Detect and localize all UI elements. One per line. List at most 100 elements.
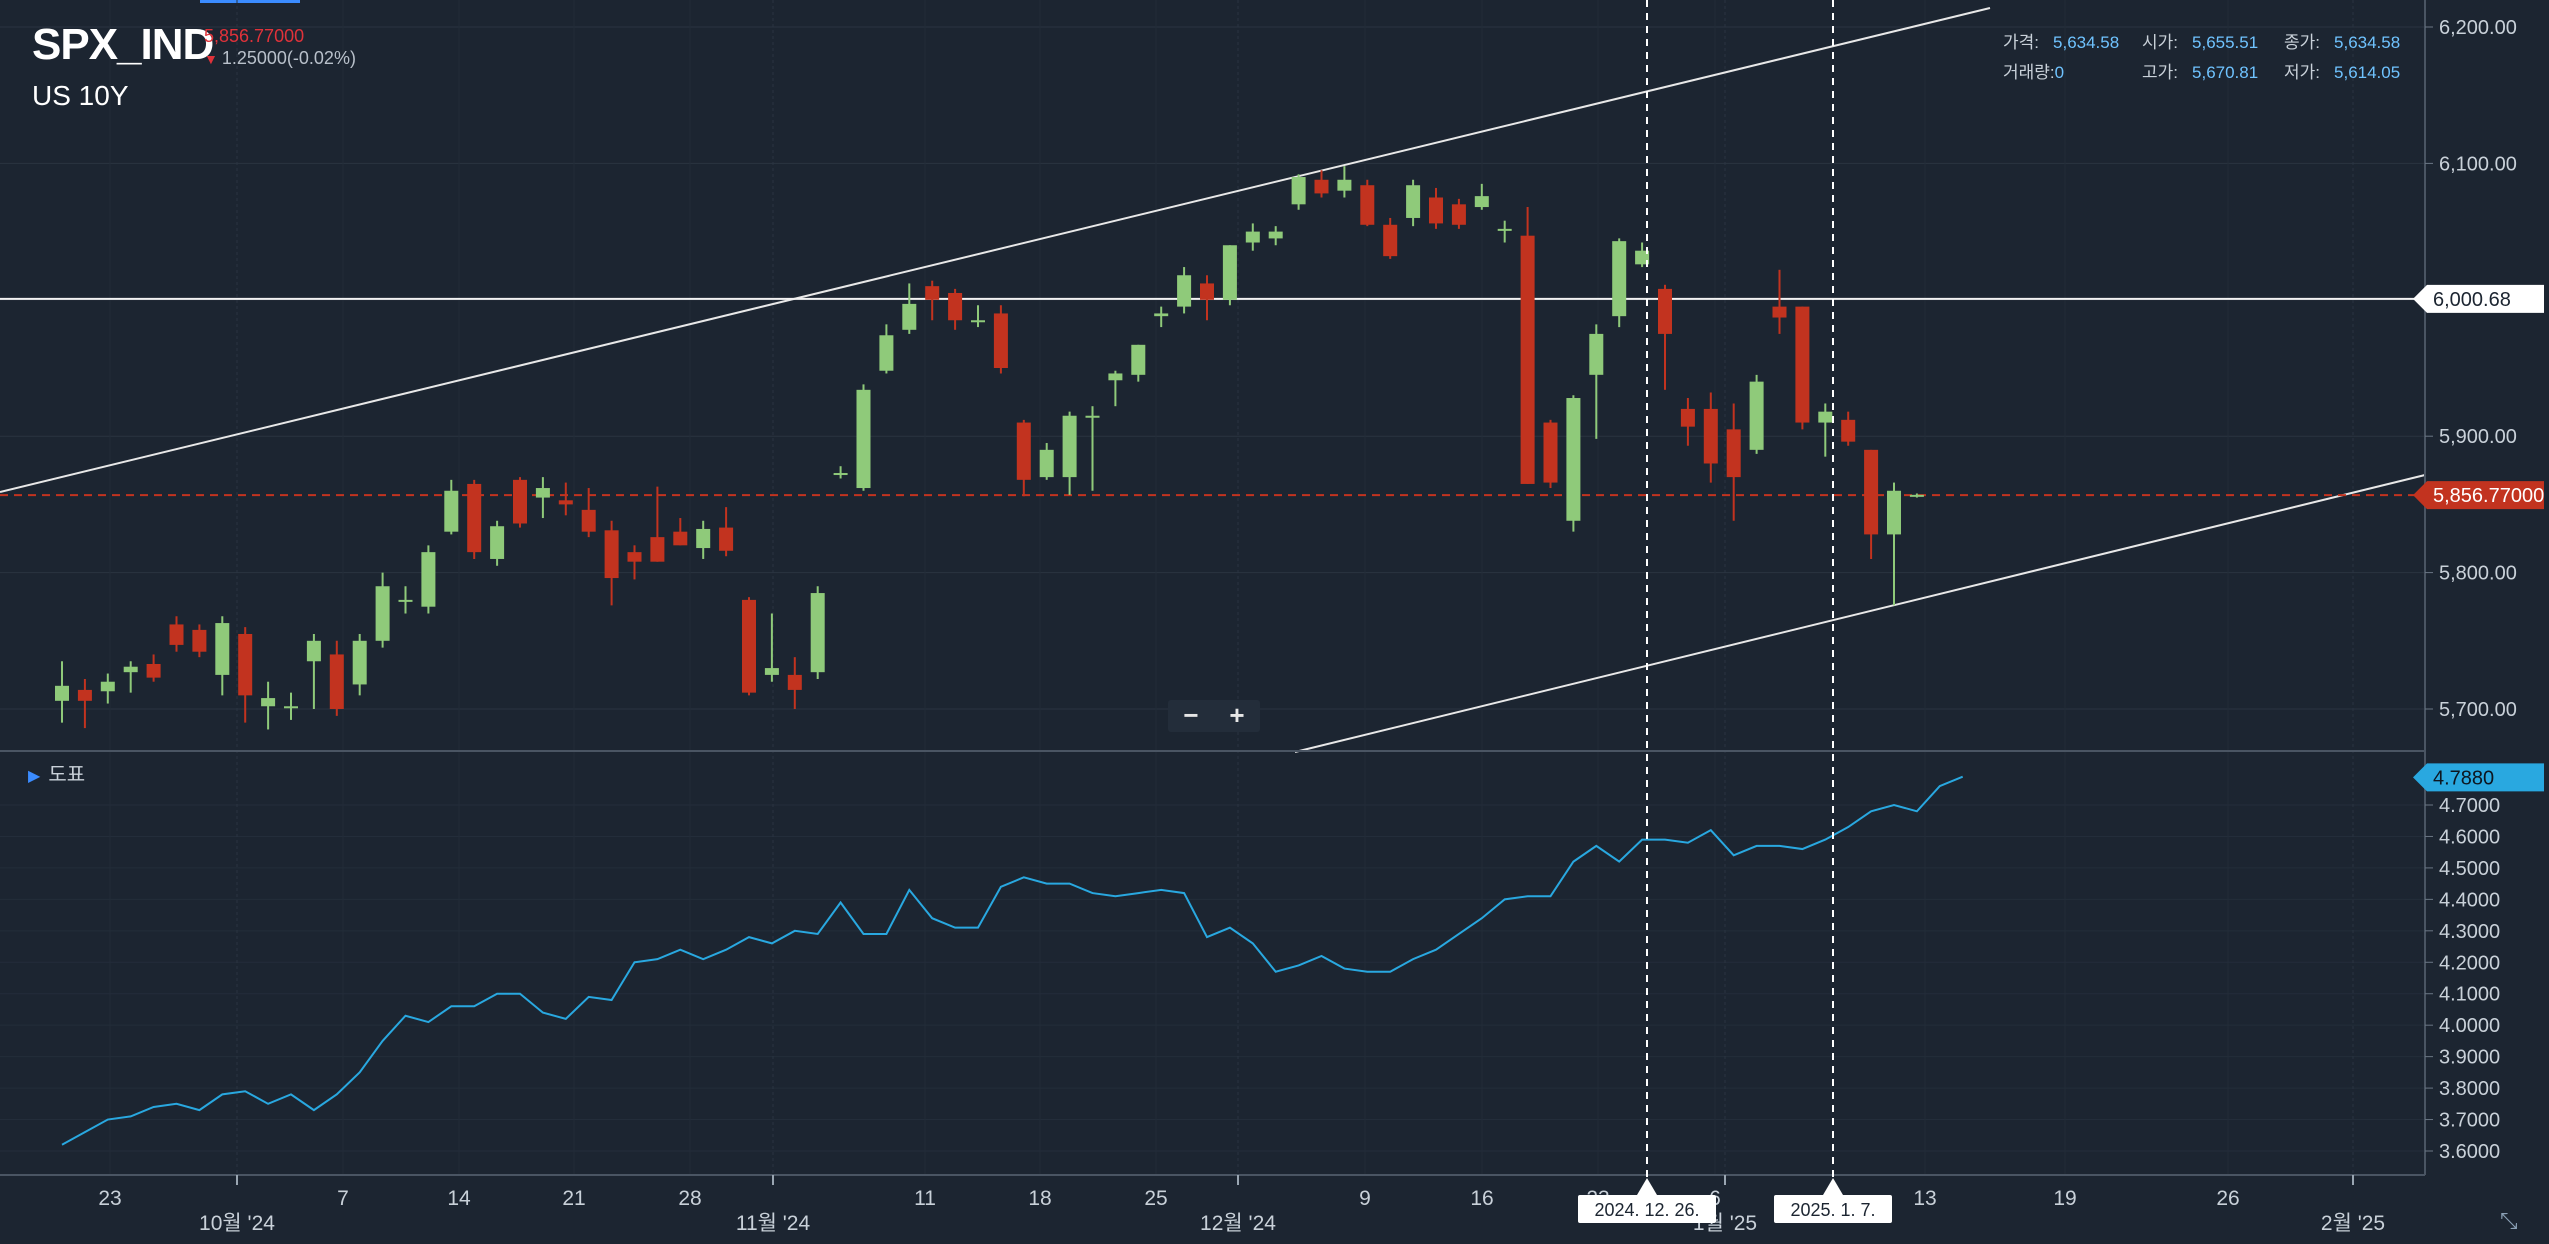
candle <box>993 305 1008 374</box>
yield-axis-label: 3.9000 <box>2439 1047 2500 1069</box>
zoom-controls: − + <box>1168 700 1260 732</box>
candle-body <box>1520 235 1535 484</box>
yield-axis-label: 4.1000 <box>2439 984 2500 1006</box>
candle <box>902 283 917 334</box>
ohlc-low: 저가: 5,614.05 <box>2284 58 2400 83</box>
candle-body <box>1245 231 1260 243</box>
candle-body <box>1268 231 1283 239</box>
candle <box>1887 482 1901 606</box>
candle <box>1200 275 1214 321</box>
candle <box>375 572 390 648</box>
candle-body <box>1658 288 1672 334</box>
candle-body <box>284 706 298 709</box>
x-tick-label: 19 <box>2053 1187 2076 1210</box>
candle-body <box>1337 179 1352 191</box>
candle-body <box>306 640 321 662</box>
candle <box>1589 324 1604 439</box>
candle <box>1085 406 1100 491</box>
candle-body <box>1039 449 1054 478</box>
candle <box>329 640 344 716</box>
candle-body <box>375 586 390 641</box>
candle <box>1566 395 1581 532</box>
price-axis-label: 5,700.00 <box>2439 699 2517 721</box>
candle <box>673 518 688 546</box>
x-tick-label: 13 <box>1913 1187 1936 1210</box>
candle <box>1864 449 1879 559</box>
candle <box>833 466 848 479</box>
candle-body <box>764 668 779 675</box>
candle-body <box>329 654 344 709</box>
candle <box>764 613 779 682</box>
yield-axis-label: 3.7000 <box>2439 1110 2500 1132</box>
candle <box>604 520 619 606</box>
zoom-in-button[interactable]: + <box>1229 700 1245 730</box>
candle-body <box>1749 381 1764 450</box>
candle-body <box>238 633 253 696</box>
candle <box>123 661 138 693</box>
crosshair-label: 2025. 1. 7. <box>1790 1200 1875 1220</box>
candle <box>948 288 963 330</box>
candle-body <box>1612 241 1627 317</box>
candle-body <box>1726 429 1741 478</box>
candle <box>1406 179 1421 227</box>
candle <box>55 661 69 723</box>
candle-body <box>1680 408 1695 427</box>
candle <box>1749 374 1764 454</box>
candle <box>1474 183 1489 210</box>
price-change: ▼ 1.25000(-0.02%) <box>204 48 356 69</box>
yield-axis-label: 4.6000 <box>2439 826 2500 848</box>
candle <box>1337 166 1352 198</box>
candle-body <box>1085 415 1100 418</box>
overlay-symbol: US 10Y <box>32 80 129 111</box>
candle <box>787 657 802 709</box>
candle-body <box>1497 228 1512 231</box>
candle <box>284 692 298 720</box>
candle <box>444 479 459 535</box>
candle <box>169 616 184 652</box>
price-badge-6000: 6,000.68 <box>2413 284 2544 313</box>
candle-body <box>810 593 825 673</box>
price-axis-label: 5,800.00 <box>2439 563 2517 585</box>
candle <box>1222 245 1237 306</box>
ohlc-close: 종가: 5,634.58 <box>2284 28 2400 53</box>
candle-body <box>1177 275 1192 307</box>
price-change-value: 1.25000(-0.02%) <box>221 48 356 68</box>
candle-body <box>1383 224 1398 257</box>
candle <box>1795 306 1810 430</box>
candle <box>490 520 505 566</box>
candle <box>421 545 436 614</box>
candle <box>192 624 207 658</box>
candle <box>261 681 276 730</box>
resize-icon[interactable]: ⤡ <box>2500 1208 2518 1233</box>
price-badge-last-text: 5,856.77000 <box>2433 485 2544 507</box>
candle <box>1429 187 1443 229</box>
candle-body <box>490 526 505 559</box>
candle-body <box>902 303 917 330</box>
candle <box>77 678 92 729</box>
candle-body <box>696 528 711 549</box>
zoom-out-button[interactable]: − <box>1183 700 1199 730</box>
low-label: 저가: <box>2284 63 2321 82</box>
candle <box>558 482 573 516</box>
candle-body <box>1360 185 1375 225</box>
price-badge-last-bg <box>2413 481 2544 510</box>
candle-body <box>1474 196 1489 208</box>
candle <box>581 488 596 538</box>
candle <box>352 633 367 696</box>
candle-body <box>444 490 459 532</box>
down-arrow-icon: ▼ <box>204 51 218 67</box>
crosshair-pointer <box>1637 1178 1657 1195</box>
candle-body <box>421 552 436 607</box>
candle-body <box>1131 344 1146 375</box>
price-badge-6000-text: 6,000.68 <box>2433 289 2511 311</box>
yield-axis-label: 4.5000 <box>2439 858 2500 880</box>
candle <box>627 545 642 580</box>
candle-body <box>1864 449 1879 535</box>
indicator-toggle[interactable]: ▶ 도표 <box>28 758 85 787</box>
candle <box>1062 411 1077 495</box>
candle <box>1268 226 1283 246</box>
candle-body <box>1062 415 1077 478</box>
candle-body <box>1703 408 1718 464</box>
price-pane <box>0 7 2426 753</box>
